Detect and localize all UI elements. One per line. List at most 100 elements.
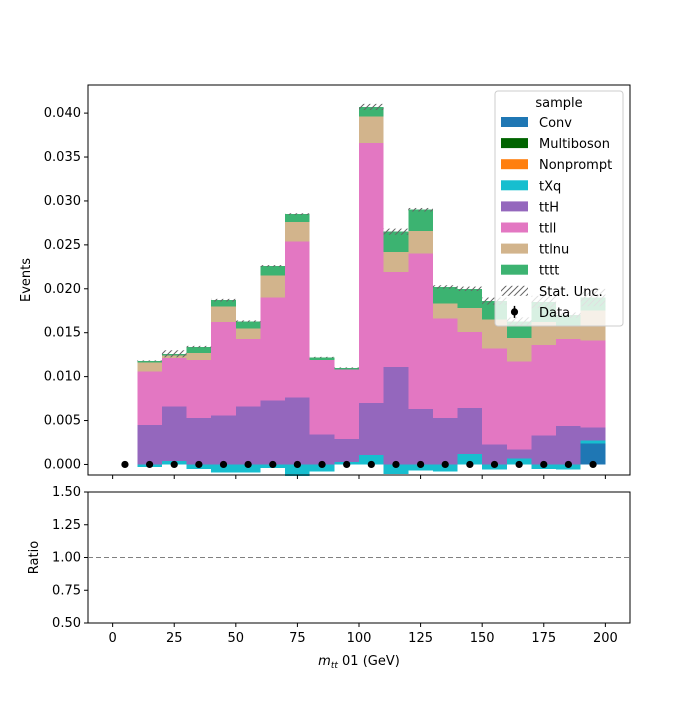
y-axis-label: Events — [19, 258, 34, 302]
bar-segment — [309, 434, 335, 465]
legend-swatch — [501, 138, 528, 149]
bar-segment — [285, 464, 310, 476]
series-tth — [137, 366, 606, 465]
data-point — [145, 460, 154, 469]
bar-segment — [235, 406, 261, 465]
ratio-y-tick-label: 1.00 — [52, 551, 81, 566]
ratio-x-tick-label: 50 — [228, 631, 245, 646]
legend-entry: Conv — [501, 116, 572, 131]
data-point — [564, 460, 573, 469]
ratio-x-tick-label: 0 — [108, 631, 116, 646]
bar-segment — [580, 340, 606, 428]
data-point — [318, 460, 326, 469]
y-tick-label: 0.020 — [44, 282, 81, 297]
data-point — [515, 460, 523, 469]
bar-segment — [260, 275, 286, 298]
data-point — [589, 460, 597, 469]
bar-segment — [334, 369, 359, 439]
legend-entry: ttH — [501, 200, 559, 215]
data-point — [416, 460, 425, 469]
bar-segment — [137, 362, 162, 372]
series-ttll — [137, 142, 606, 450]
stat-unc-band — [309, 356, 335, 358]
bar-segment — [285, 222, 310, 242]
bar-segment — [556, 425, 581, 465]
ratio-x-tick-label: 25 — [166, 631, 183, 646]
bar-segment — [531, 345, 557, 436]
bar-segment — [432, 287, 458, 304]
stat-unc-band — [457, 286, 483, 291]
bar-segment — [309, 357, 335, 360]
data-point — [293, 460, 302, 469]
legend-entry: ttlnu — [501, 243, 569, 258]
bar-segment — [457, 331, 483, 409]
bar-segment — [137, 360, 162, 363]
legend-entry: Data — [510, 305, 570, 321]
stat-unc-band — [260, 265, 286, 267]
bar-segment — [235, 328, 261, 339]
y-tick-label: 0.035 — [44, 150, 81, 165]
data-point — [540, 460, 548, 469]
bar-segment — [432, 417, 458, 465]
bar-segment — [186, 352, 212, 360]
bar-segment — [432, 303, 458, 319]
bar-segment — [556, 338, 581, 426]
legend-swatch — [501, 243, 528, 254]
data-point — [392, 460, 400, 469]
x-axis-label-rest: 01 (GeV) — [338, 654, 400, 669]
legend-entry: Stat. Unc. — [501, 285, 603, 300]
y-tick-label: 0.015 — [44, 326, 81, 341]
series-conv — [580, 443, 606, 465]
ratio-x-tick-label: 150 — [470, 631, 495, 646]
bar-segment — [531, 435, 557, 465]
bar-segment — [186, 346, 212, 353]
stat-unc-band — [334, 367, 359, 369]
bar-segment — [186, 359, 212, 418]
data-point — [367, 460, 375, 469]
x-axis-label-math: m — [318, 654, 331, 669]
bar-segment — [580, 440, 606, 444]
bar-segment — [161, 406, 187, 461]
bar-segment — [482, 348, 507, 445]
legend-label: Data — [539, 306, 570, 321]
bar-segment — [285, 214, 310, 223]
legend-entry: ttll — [501, 222, 556, 237]
bar-segment — [235, 464, 261, 473]
bar-segment — [457, 408, 483, 454]
bar-segment — [334, 438, 359, 462]
stat-unc-band — [432, 285, 458, 289]
bar-segment — [359, 142, 384, 403]
bar-segment — [457, 308, 483, 332]
legend-swatch — [501, 222, 528, 233]
stat-unc-band — [161, 350, 187, 358]
bar-segment — [383, 366, 409, 465]
bar-segment — [482, 444, 507, 465]
legend-label: Multiboson — [539, 137, 610, 152]
y-tick-label: 0.040 — [44, 106, 81, 121]
y-tick-label: 0.000 — [44, 457, 81, 472]
bar-segment — [211, 322, 236, 416]
legend: sample Conv Multiboson Nonprompt tXq ttH ttll t… — [494, 90, 624, 327]
bar-segment — [235, 321, 261, 329]
ratio-y-tick-label: 1.50 — [52, 485, 81, 500]
stat-unc-band — [211, 298, 236, 302]
legend-swatch — [501, 159, 528, 170]
bar-segment — [556, 325, 581, 339]
y-tick-label: 0.030 — [44, 194, 81, 209]
legend-entry: Nonprompt — [501, 158, 612, 173]
legend-label: ttll — [539, 222, 556, 237]
x-axis-label-sub: tt — [331, 661, 339, 671]
bar-segment — [457, 453, 483, 465]
bar-segment — [506, 449, 532, 459]
bar-segment — [408, 230, 433, 254]
legend-entry: Multiboson — [501, 137, 610, 152]
bar-segment — [309, 359, 335, 435]
bar-segment — [137, 424, 162, 465]
bar-segment — [457, 288, 483, 309]
bar-segment — [506, 337, 532, 362]
bar-segment — [408, 253, 433, 410]
bar-segment — [531, 322, 557, 345]
bar-segment — [235, 338, 261, 407]
bar-segment — [211, 300, 236, 307]
